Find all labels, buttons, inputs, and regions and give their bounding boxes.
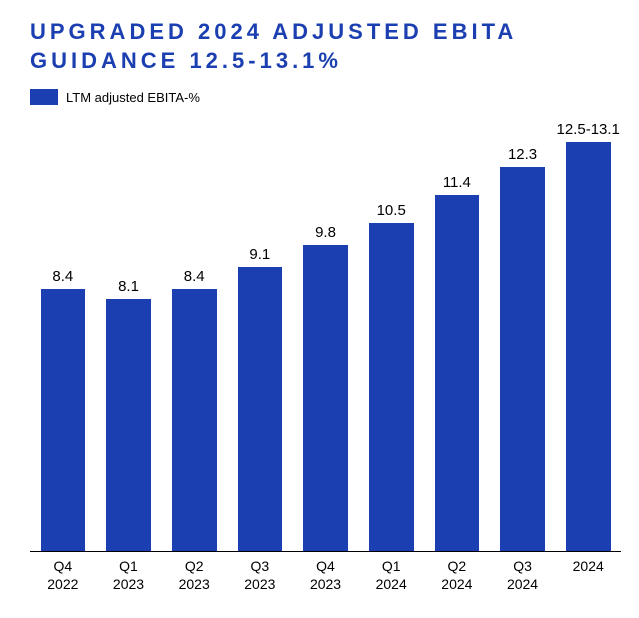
bar-value-label: 11.4: [443, 174, 471, 191]
bar-rect: [106, 299, 151, 553]
x-axis-label: 2024: [555, 558, 621, 598]
chart-title: UPGRADED 2024 ADJUSTED EBITA GUIDANCE 12…: [30, 18, 617, 75]
bar-rect: [41, 289, 86, 552]
bar-slot: 11.4: [424, 174, 490, 552]
bar-rect: [500, 167, 545, 552]
chart: 8.4 8.1 8.4 9.1 9.8 10.5 11.4 12.3 12.5-13.1 Q4 …: [30, 108, 621, 598]
x-axis-label: Q4 2022: [30, 558, 96, 598]
x-axis-label: Q1 2023: [96, 558, 162, 598]
bar-slot: 12.3: [490, 146, 556, 552]
bar-rect: [172, 289, 217, 552]
bar-rect: [566, 142, 611, 552]
legend-label: LTM adjusted EBITA-%: [66, 90, 200, 105]
legend-swatch: [30, 89, 58, 105]
title-line-1: UPGRADED 2024 ADJUSTED EBITA: [30, 19, 517, 44]
x-axis-label: Q4 2023: [293, 558, 359, 598]
bar-rect: [369, 223, 414, 552]
bar-rect: [303, 245, 348, 552]
bar-slot: 8.4: [30, 268, 96, 552]
bar-value-label: 9.1: [249, 246, 270, 263]
bar-value-label: 8.4: [184, 268, 205, 285]
x-axis-label: Q1 2024: [358, 558, 424, 598]
bar-rect: [238, 267, 283, 552]
bar-slot: 8.1: [96, 278, 162, 553]
bars-container: 8.4 8.1 8.4 9.1 9.8 10.5 11.4 12.3 12.5-13.1: [30, 108, 621, 552]
x-axis-label: Q2 2024: [424, 558, 490, 598]
title-line-2: GUIDANCE 12.5-13.1%: [30, 48, 342, 73]
bar-value-label: 12.3: [508, 146, 537, 163]
x-axis-labels: Q4 2022Q1 2023Q2 2023Q3 2023Q4 2023Q1 20…: [30, 552, 621, 598]
bar-value-label: 8.1: [118, 278, 139, 295]
bar-slot: 9.1: [227, 246, 293, 552]
x-axis-label: Q2 2023: [161, 558, 227, 598]
x-axis-label: Q3 2023: [227, 558, 293, 598]
bar-value-label: 10.5: [377, 202, 406, 219]
plot-area: 8.4 8.1 8.4 9.1 9.8 10.5 11.4 12.3 12.5-13.1: [30, 108, 621, 552]
page: UPGRADED 2024 ADJUSTED EBITA GUIDANCE 12…: [0, 0, 639, 618]
bar-value-label: 12.5-13.1: [557, 121, 620, 138]
legend: LTM adjusted EBITA-%: [30, 89, 617, 105]
bar-slot: 10.5: [358, 202, 424, 552]
bar-rect: [435, 195, 480, 552]
bar-slot: 12.5-13.1: [555, 121, 621, 552]
bar-value-label: 9.8: [315, 224, 336, 241]
bar-slot: 9.8: [293, 224, 359, 552]
bar-slot: 8.4: [161, 268, 227, 552]
x-axis-label: Q3 2024: [490, 558, 556, 598]
bar-value-label: 8.4: [52, 268, 73, 285]
